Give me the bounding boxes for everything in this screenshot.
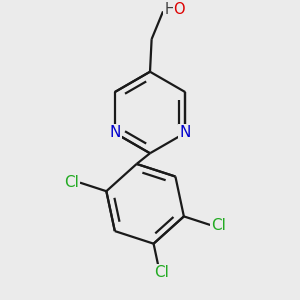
Text: N: N bbox=[180, 125, 191, 140]
Text: Cl: Cl bbox=[212, 218, 226, 233]
Text: N: N bbox=[109, 125, 120, 140]
Text: H: H bbox=[164, 2, 175, 17]
Text: O: O bbox=[173, 2, 185, 17]
Text: Cl: Cl bbox=[64, 175, 79, 190]
Text: Cl: Cl bbox=[154, 265, 169, 280]
